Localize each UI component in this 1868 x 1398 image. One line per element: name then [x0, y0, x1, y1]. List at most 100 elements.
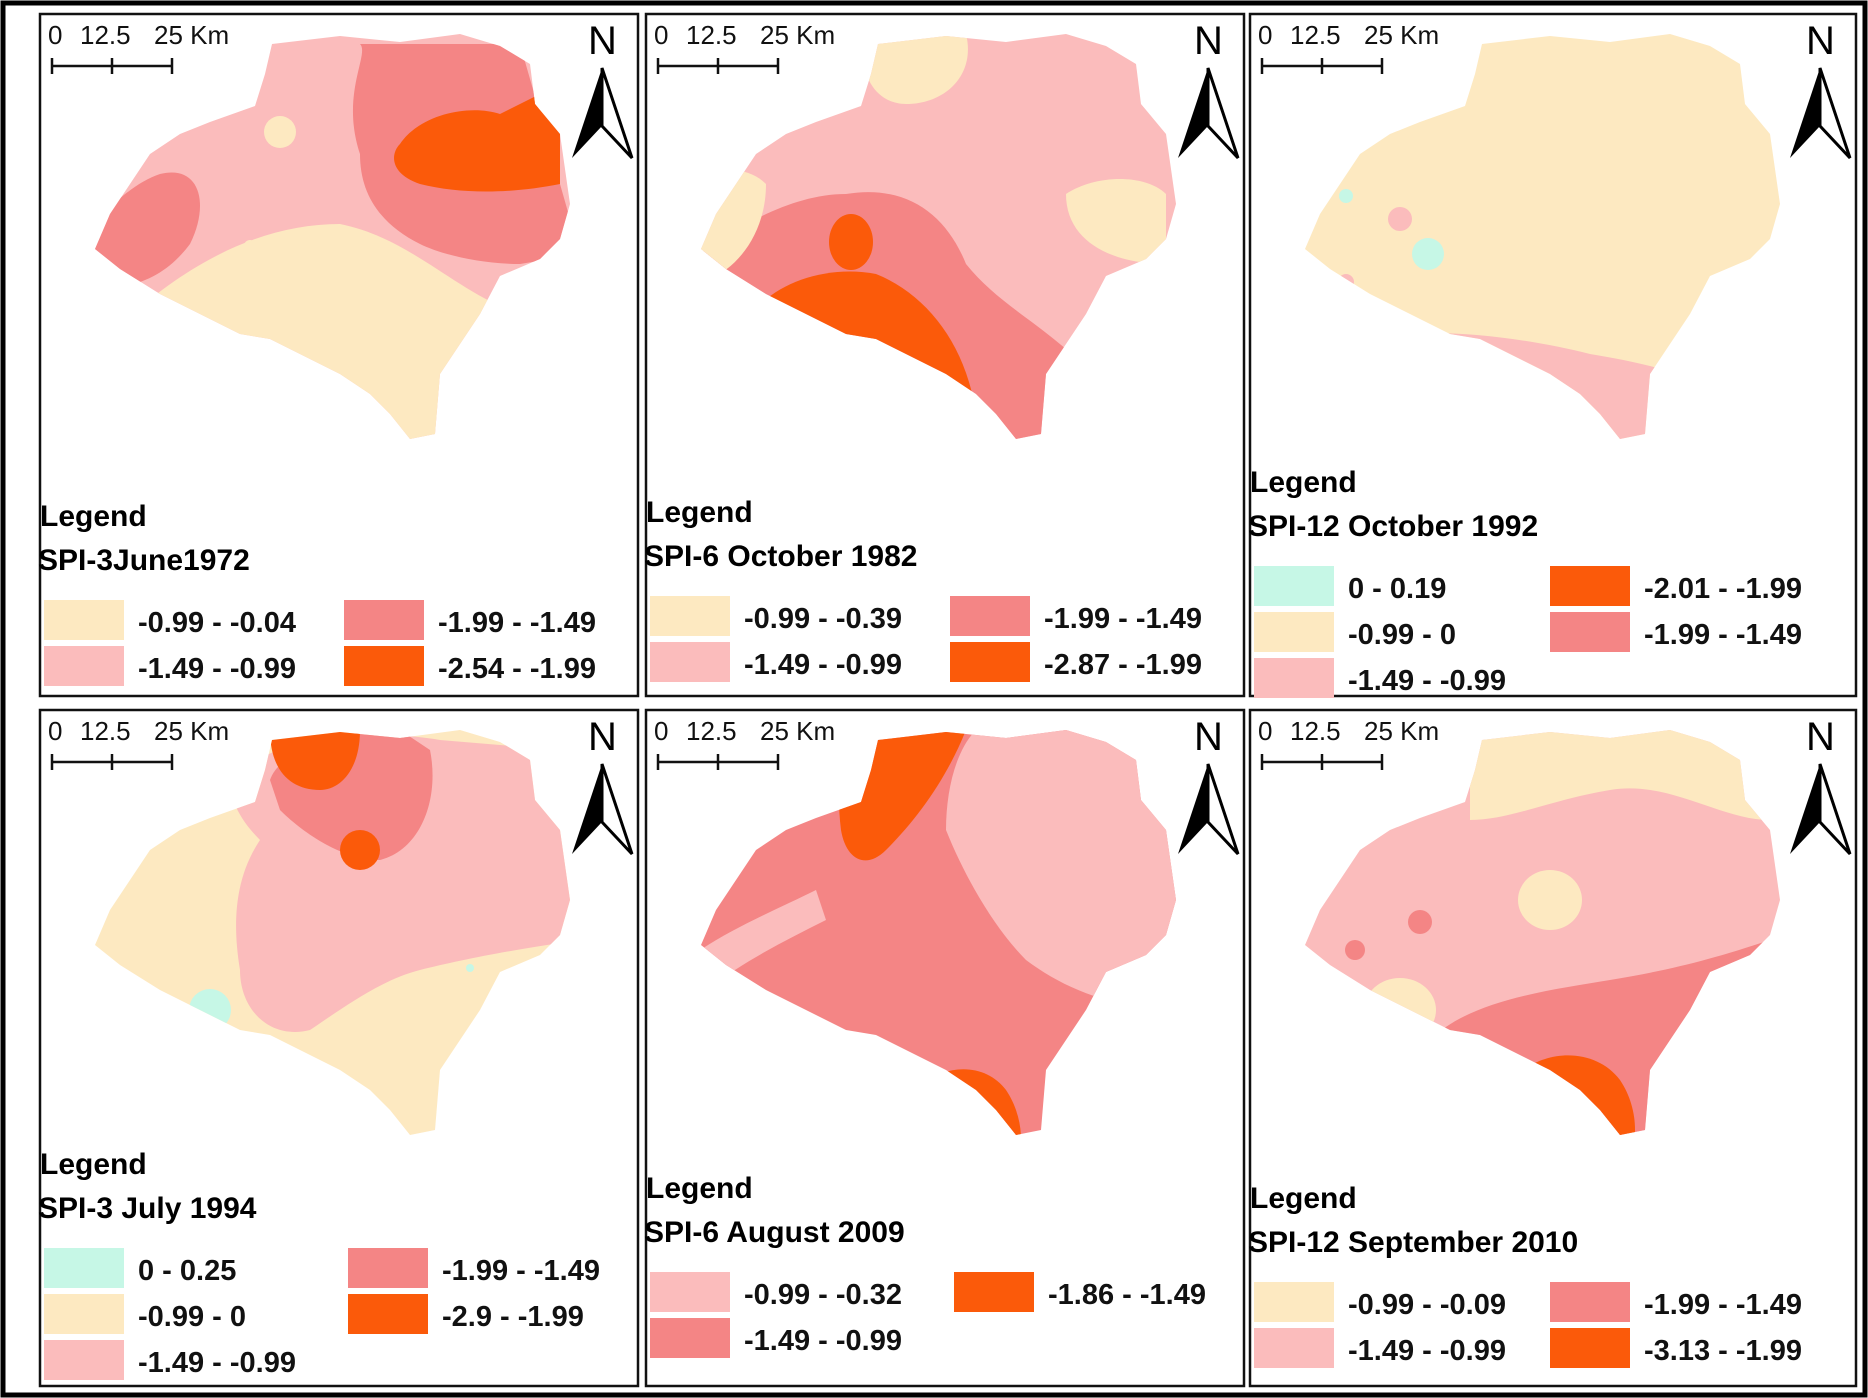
- north-arrow-icon: N: [572, 19, 634, 160]
- region-pale: [1470, 730, 1770, 820]
- scale-bar: 0 12.5 25 Km: [1258, 20, 1439, 74]
- north-arrow-icon: N: [572, 715, 634, 856]
- legend-item: -1.86 - -1.49: [954, 1272, 1206, 1312]
- region-orange: [394, 84, 560, 192]
- legend-swatch: [1254, 658, 1334, 698]
- legend-label: 0 - 0.25: [138, 1255, 236, 1287]
- scale-bar: 0 12.5 25 Km: [48, 716, 229, 770]
- legend-item: -0.99 - -0.32: [650, 1272, 902, 1312]
- scale-label-zero: 0: [1258, 716, 1272, 746]
- region-pale-spot: [1518, 870, 1582, 930]
- legend: Legend SPI-12 October 1992 0 - 0.19 -0.99 -…: [1248, 466, 1802, 698]
- scale-label-zero: 0: [1258, 20, 1272, 50]
- legend-swatch: [1550, 612, 1630, 652]
- legend: Legend SPI-6 October 1982 -0.99 - -0.39 -1.…: [644, 496, 1202, 682]
- legend-swatch: [1550, 566, 1630, 606]
- north-arrow-left: [1178, 68, 1208, 158]
- legend-swatch: [650, 642, 730, 682]
- legend-item: -1.99 - -1.49: [344, 600, 596, 640]
- legend-title: Legend: [646, 496, 753, 529]
- legend-label: -1.99 - -1.49: [1644, 619, 1802, 651]
- legend: Legend SPI-12 September 2010 -0.99 - -0.09…: [1248, 1182, 1802, 1368]
- legend-label: -1.49 - -0.99: [138, 653, 296, 685]
- map-panel-spi12-october-1992: 0 12.5 25 Km N Legend SPI-12 October 1992 0 - …: [1248, 12, 1858, 698]
- legend-swatch: [1550, 1328, 1630, 1368]
- legend-item: -3.13 - -1.99: [1550, 1328, 1802, 1368]
- legend-label: -2.01 - -1.99: [1644, 573, 1802, 605]
- legend-label: -0.99 - 0: [138, 1301, 246, 1333]
- north-arrow-left: [1790, 764, 1820, 854]
- legend-item: -2.54 - -1.99: [344, 646, 596, 686]
- legend-swatch: [1254, 566, 1334, 606]
- scale-label-end: 25 Km: [760, 716, 835, 746]
- legend-label: -2.87 - -1.99: [1044, 649, 1202, 681]
- scale-label-zero: 0: [654, 20, 668, 50]
- legend-swatch: [344, 600, 424, 640]
- scale-label-mid: 12.5: [1290, 716, 1341, 746]
- map-panel-spi6-august-2009: 0 12.5 25 Km N Legend SPI-6 August 2009 -0.99 …: [644, 708, 1246, 1388]
- north-label: N: [1194, 19, 1223, 63]
- scale-label-mid: 12.5: [1290, 20, 1341, 50]
- legend-title: Legend: [40, 1148, 147, 1181]
- legend-label: -3.13 - -1.99: [1644, 1335, 1802, 1367]
- north-arrow-right: [1206, 763, 1240, 856]
- legend-item: -2.9 - -1.99: [348, 1294, 584, 1334]
- scale-label-end: 25 Km: [760, 20, 835, 50]
- map-panel-spi12-september-2010: 0 12.5 25 Km N Legend SPI-12 September 2010 -0…: [1248, 708, 1858, 1388]
- legend-subtitle: SPI-3June1972: [38, 544, 250, 577]
- legend-item: -0.99 - -0.04: [44, 600, 296, 640]
- legend-swatch: [348, 1248, 428, 1288]
- legend-swatch: [954, 1272, 1034, 1312]
- legend-item: -1.99 - -1.49: [950, 596, 1202, 636]
- legend-swatch: [44, 1340, 124, 1380]
- legend-swatch: [348, 1294, 428, 1334]
- legend-title: Legend: [40, 500, 147, 533]
- north-arrow-right: [1206, 67, 1240, 160]
- legend-item: -1.99 - -1.49: [348, 1248, 600, 1288]
- legend-item: 0 - 0.25: [44, 1248, 236, 1288]
- north-label: N: [1806, 715, 1835, 759]
- legend-label: -0.99 - -0.04: [138, 607, 296, 639]
- legend-item: -1.49 - -0.99: [650, 1318, 902, 1358]
- legend-title: Legend: [1250, 466, 1357, 499]
- legend-item: -1.49 - -0.99: [1254, 1328, 1506, 1368]
- north-arrow-icon: N: [1790, 19, 1852, 160]
- north-arrow-right: [1818, 67, 1852, 160]
- legend-item: -1.99 - -1.49: [1550, 1282, 1802, 1322]
- legend-item: -1.49 - -0.99: [650, 642, 902, 682]
- region-cyan-spot: [1412, 238, 1444, 270]
- legend-label: -1.49 - -0.99: [744, 1325, 902, 1357]
- legend: Legend SPI-6 August 2009 -0.99 - -0.32 -1.4…: [644, 1172, 1206, 1358]
- region-pale-spot: [244, 240, 256, 252]
- north-arrow-right: [600, 763, 634, 856]
- north-label: N: [1806, 19, 1835, 63]
- legend-label: -0.99 - -0.32: [744, 1279, 902, 1311]
- map-panel-spi6-october-1982: 0 12.5 25 Km N Legend SPI-6 October 1982 -0.99…: [644, 12, 1246, 698]
- scale-label-end: 25 Km: [154, 716, 229, 746]
- map-panel-spi3-june-1972: 0 12.5 25 Km N Legend SPI-3June1972 -0.99 - -0…: [38, 12, 640, 698]
- legend-item: -0.99 - -0.39: [650, 596, 902, 636]
- legend-item: -0.99 - -0.09: [1254, 1282, 1506, 1322]
- legend-label: -2.9 - -1.99: [442, 1301, 584, 1333]
- region-pale: [863, 34, 968, 104]
- north-arrow-left: [1178, 764, 1208, 854]
- legend-swatch: [44, 646, 124, 686]
- region-pink-spot: [1388, 207, 1412, 231]
- region-salmon-spot: [1408, 910, 1432, 934]
- legend-title: Legend: [646, 1172, 753, 1205]
- legend-subtitle: SPI-12 October 1992: [1248, 510, 1538, 543]
- north-arrow-left: [572, 764, 602, 854]
- legend-item: -2.87 - -1.99: [950, 642, 1202, 682]
- legend: Legend SPI-3June1972 -0.99 - -0.04 -1.49 - …: [38, 500, 596, 686]
- legend-swatch: [1254, 1328, 1334, 1368]
- north-label: N: [1194, 715, 1223, 759]
- scale-label-zero: 0: [654, 716, 668, 746]
- legend-label: -1.49 - -0.99: [1348, 1335, 1506, 1367]
- north-arrow-right: [1818, 763, 1852, 856]
- legend-subtitle: SPI-6 October 1982: [644, 540, 917, 573]
- region-orange-spot: [829, 214, 873, 270]
- legend-item: -0.99 - 0: [1254, 612, 1456, 652]
- legend-item: -1.49 - -0.99: [44, 1340, 296, 1380]
- map-panel-spi3-july-1994: 0 12.5 25 Km N Legend SPI-3 July 1994 0 - 0.25…: [38, 708, 640, 1388]
